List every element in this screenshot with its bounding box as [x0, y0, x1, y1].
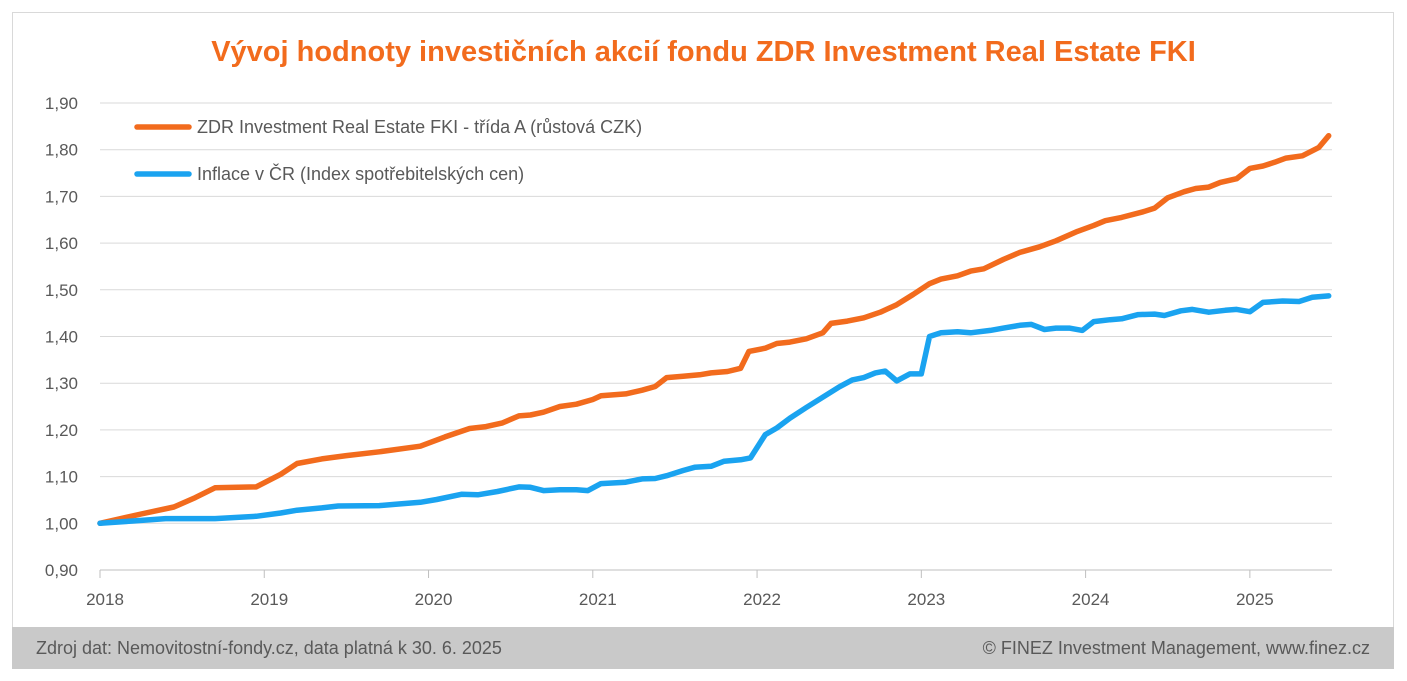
series-line-1	[97, 132, 1332, 527]
x-tick-label: 2024	[1072, 590, 1110, 609]
x-tick-label: 2021	[579, 590, 617, 609]
y-tick-label: 1,80	[45, 141, 78, 160]
series-line-2	[97, 293, 1332, 527]
copyright-note: © FINEZ Investment Management, www.finez…	[982, 638, 1370, 658]
x-tick-label: 2025	[1236, 590, 1274, 609]
legend: ZDR Investment Real Estate FKI - třída A…	[134, 117, 642, 184]
y-tick-label: 1,90	[45, 94, 78, 113]
footer-bar: Zdroj dat: Nemovitostní-fondy.cz, data p…	[12, 627, 1394, 669]
chart-title: Vývoj hodnoty investičních akcií fondu Z…	[211, 36, 1196, 68]
legend-label-1: ZDR Investment Real Estate FKI - třída A…	[197, 117, 642, 137]
series-lines	[97, 132, 1332, 527]
chart-frame	[12, 12, 1394, 669]
x-tick-label: 2020	[415, 590, 453, 609]
y-tick-label: 0,90	[45, 561, 78, 580]
y-tick-label: 1,30	[45, 374, 78, 393]
gridlines	[100, 102, 1332, 571]
x-tick-label: 2023	[907, 590, 945, 609]
y-tick-label: 1,50	[45, 281, 78, 300]
x-tick-label: 2022	[743, 590, 781, 609]
y-tick-label: 1,60	[45, 234, 78, 253]
x-tick-label: 2018	[86, 590, 124, 609]
y-tick-label: 1,40	[45, 328, 78, 347]
x-axis: 2018 2019 2020 2021 2022 2023 2024 2025	[86, 569, 1332, 609]
data-source-note: Zdroj dat: Nemovitostní-fondy.cz, data p…	[36, 638, 502, 658]
legend-label-2: Inflace v ČR (Index spotřebitelských cen…	[197, 163, 524, 184]
y-tick-label: 1,70	[45, 187, 78, 206]
y-axis-ticks: 0,90 1,00 1,10 1,20 1,30 1,40 1,50 1,60 1,70 1,80…	[45, 94, 78, 580]
y-tick-label: 1,20	[45, 421, 78, 440]
y-tick-label: 1,10	[45, 468, 78, 487]
y-tick-label: 1,00	[45, 514, 78, 533]
x-tick-label: 2019	[250, 590, 288, 609]
